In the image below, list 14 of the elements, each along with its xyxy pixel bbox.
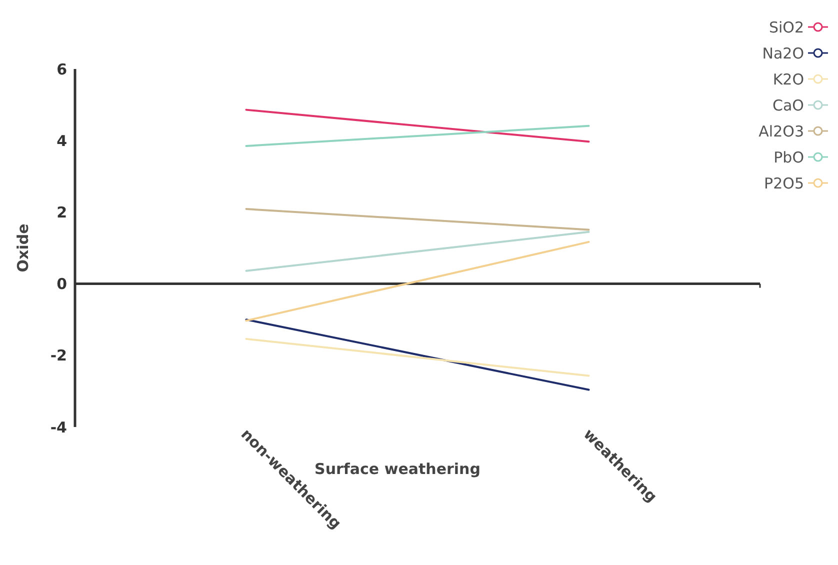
y-tick-label: 6: [56, 60, 67, 78]
y-tick-label: -2: [50, 346, 67, 365]
y-tick-label: -4: [50, 418, 67, 436]
legend-label: SiO2: [768, 18, 804, 36]
legend-label: PbO: [774, 148, 804, 166]
legend-label: Al2O3: [758, 122, 804, 140]
y-tick-label: 0: [56, 275, 67, 294]
legend-label: P2O5: [764, 174, 804, 192]
legend-label: K2O: [772, 70, 804, 88]
legend-label: CaO: [772, 96, 804, 114]
y-axis-title: Oxide: [14, 224, 32, 272]
y-tick-label: 4: [56, 132, 67, 150]
legend-label: Na2O: [762, 44, 804, 62]
y-tick-label: 2: [56, 203, 67, 222]
